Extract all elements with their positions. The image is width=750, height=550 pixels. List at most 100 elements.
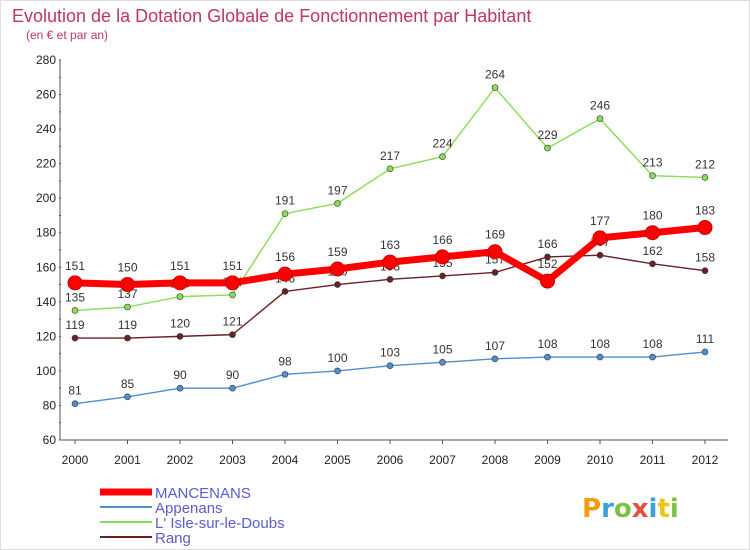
data-point [596, 353, 604, 361]
data-label: 137 [117, 287, 137, 301]
data-point [701, 348, 709, 356]
chart-title: Evolution de la Dotation Globale de Fonc… [12, 6, 531, 26]
y-tick-label: 160 [36, 260, 56, 274]
data-label: 166 [432, 233, 452, 247]
data-label: 159 [327, 245, 347, 259]
y-tick-label: 240 [36, 122, 56, 136]
data-point [439, 272, 446, 280]
data-point [172, 275, 188, 291]
data-point [124, 393, 131, 401]
data-point [491, 269, 499, 276]
x-tick-label: 2011 [640, 453, 666, 467]
data-label: 224 [432, 137, 452, 151]
data-point [67, 275, 83, 291]
data-point [491, 355, 499, 363]
data-label: 158 [695, 251, 715, 265]
x-tick-label: 2003 [219, 453, 246, 467]
data-point [386, 165, 394, 173]
data-point [701, 267, 709, 275]
data-point [176, 384, 184, 392]
data-point [491, 84, 499, 91]
data-point [596, 251, 604, 259]
x-tick-label: 2007 [429, 453, 456, 467]
y-tick-label: 260 [36, 88, 56, 102]
y-tick-label: 280 [36, 53, 56, 67]
data-label: 156 [275, 250, 295, 264]
data-label: 166 [537, 237, 557, 251]
data-label: 217 [380, 149, 400, 163]
data-point [334, 200, 341, 207]
data-point [701, 174, 709, 181]
data-point [649, 172, 656, 180]
data-label: 180 [642, 209, 662, 223]
data-label: 119 [65, 318, 84, 332]
data-point [544, 253, 551, 261]
data-point [439, 153, 446, 161]
data-label: 197 [327, 183, 347, 197]
data-label: 246 [590, 99, 610, 113]
data-label: 264 [485, 68, 505, 82]
data-point [592, 230, 608, 246]
data-point [124, 334, 131, 342]
data-point [281, 210, 289, 218]
data-label: 120 [170, 316, 190, 330]
axes: 60 80 100 120 140 160 180 200 220 240 260 280 2000 20… [36, 53, 728, 467]
data-point [229, 291, 236, 299]
data-point [229, 331, 236, 338]
data-point [596, 115, 604, 123]
data-label: 121 [222, 315, 242, 329]
data-point [435, 249, 450, 265]
data-point [649, 353, 656, 361]
chart-subtitle: (en € et par an) [26, 28, 108, 42]
data-label: 212 [695, 157, 715, 171]
data-point [334, 367, 341, 375]
data-label: 108 [590, 337, 610, 351]
data-label: 90 [173, 368, 187, 382]
y-tick-label: 220 [36, 157, 56, 171]
data-label: 108 [537, 337, 557, 351]
x-tick-label: 2012 [692, 453, 719, 467]
series-l-isle-sur-le-doubs: 135137143144191197217224264229246213212 [65, 68, 715, 314]
x-tick-label: 2010 [587, 453, 614, 467]
data-point [386, 362, 394, 370]
x-tick-label: 2008 [482, 453, 509, 467]
data-point [334, 281, 341, 288]
data-label: 105 [432, 342, 452, 356]
legend-label: Appenans [155, 500, 223, 517]
x-tick-label: 2005 [324, 453, 351, 467]
series-appenans: 81 85 90 90 98 100 103 105 107 108 108 108 111 [68, 332, 714, 408]
data-label: 85 [121, 377, 135, 391]
data-label: 213 [642, 156, 662, 170]
x-tick-label: 2004 [272, 453, 299, 467]
x-tick-label: 2001 [114, 453, 141, 467]
data-label: 108 [642, 337, 662, 351]
y-tick-label: 180 [36, 226, 56, 240]
data-label: 183 [695, 204, 715, 218]
data-label: 135 [65, 290, 85, 304]
data-label: 162 [642, 244, 662, 258]
data-label: 229 [537, 128, 557, 142]
x-tick-label: 2000 [62, 453, 89, 467]
y-tick-label: 140 [36, 295, 56, 309]
data-label: 191 [275, 194, 295, 208]
series-mancenans: 151 150 151 151 156 159 163 166 169 152 177 180 183 [65, 204, 715, 293]
data-label: 90 [226, 368, 240, 382]
data-label: 81 [68, 384, 82, 398]
proxiti-logo: Proxiti [582, 494, 679, 524]
data-label: 98 [278, 354, 292, 368]
data-label: 163 [380, 238, 400, 252]
data-label: 169 [485, 228, 505, 242]
data-point [229, 384, 236, 392]
data-point [649, 260, 656, 268]
data-point [544, 353, 551, 361]
legend-label: L' Isle-sur-le-Doubs [155, 515, 285, 532]
y-tick-label: 120 [36, 329, 56, 343]
data-label: 119 [118, 318, 137, 332]
x-tick-label: 2009 [534, 453, 561, 467]
data-label: 103 [380, 346, 400, 360]
data-label: 152 [537, 257, 557, 271]
data-label: 177 [590, 214, 610, 228]
y-tick-label: 100 [36, 364, 56, 378]
